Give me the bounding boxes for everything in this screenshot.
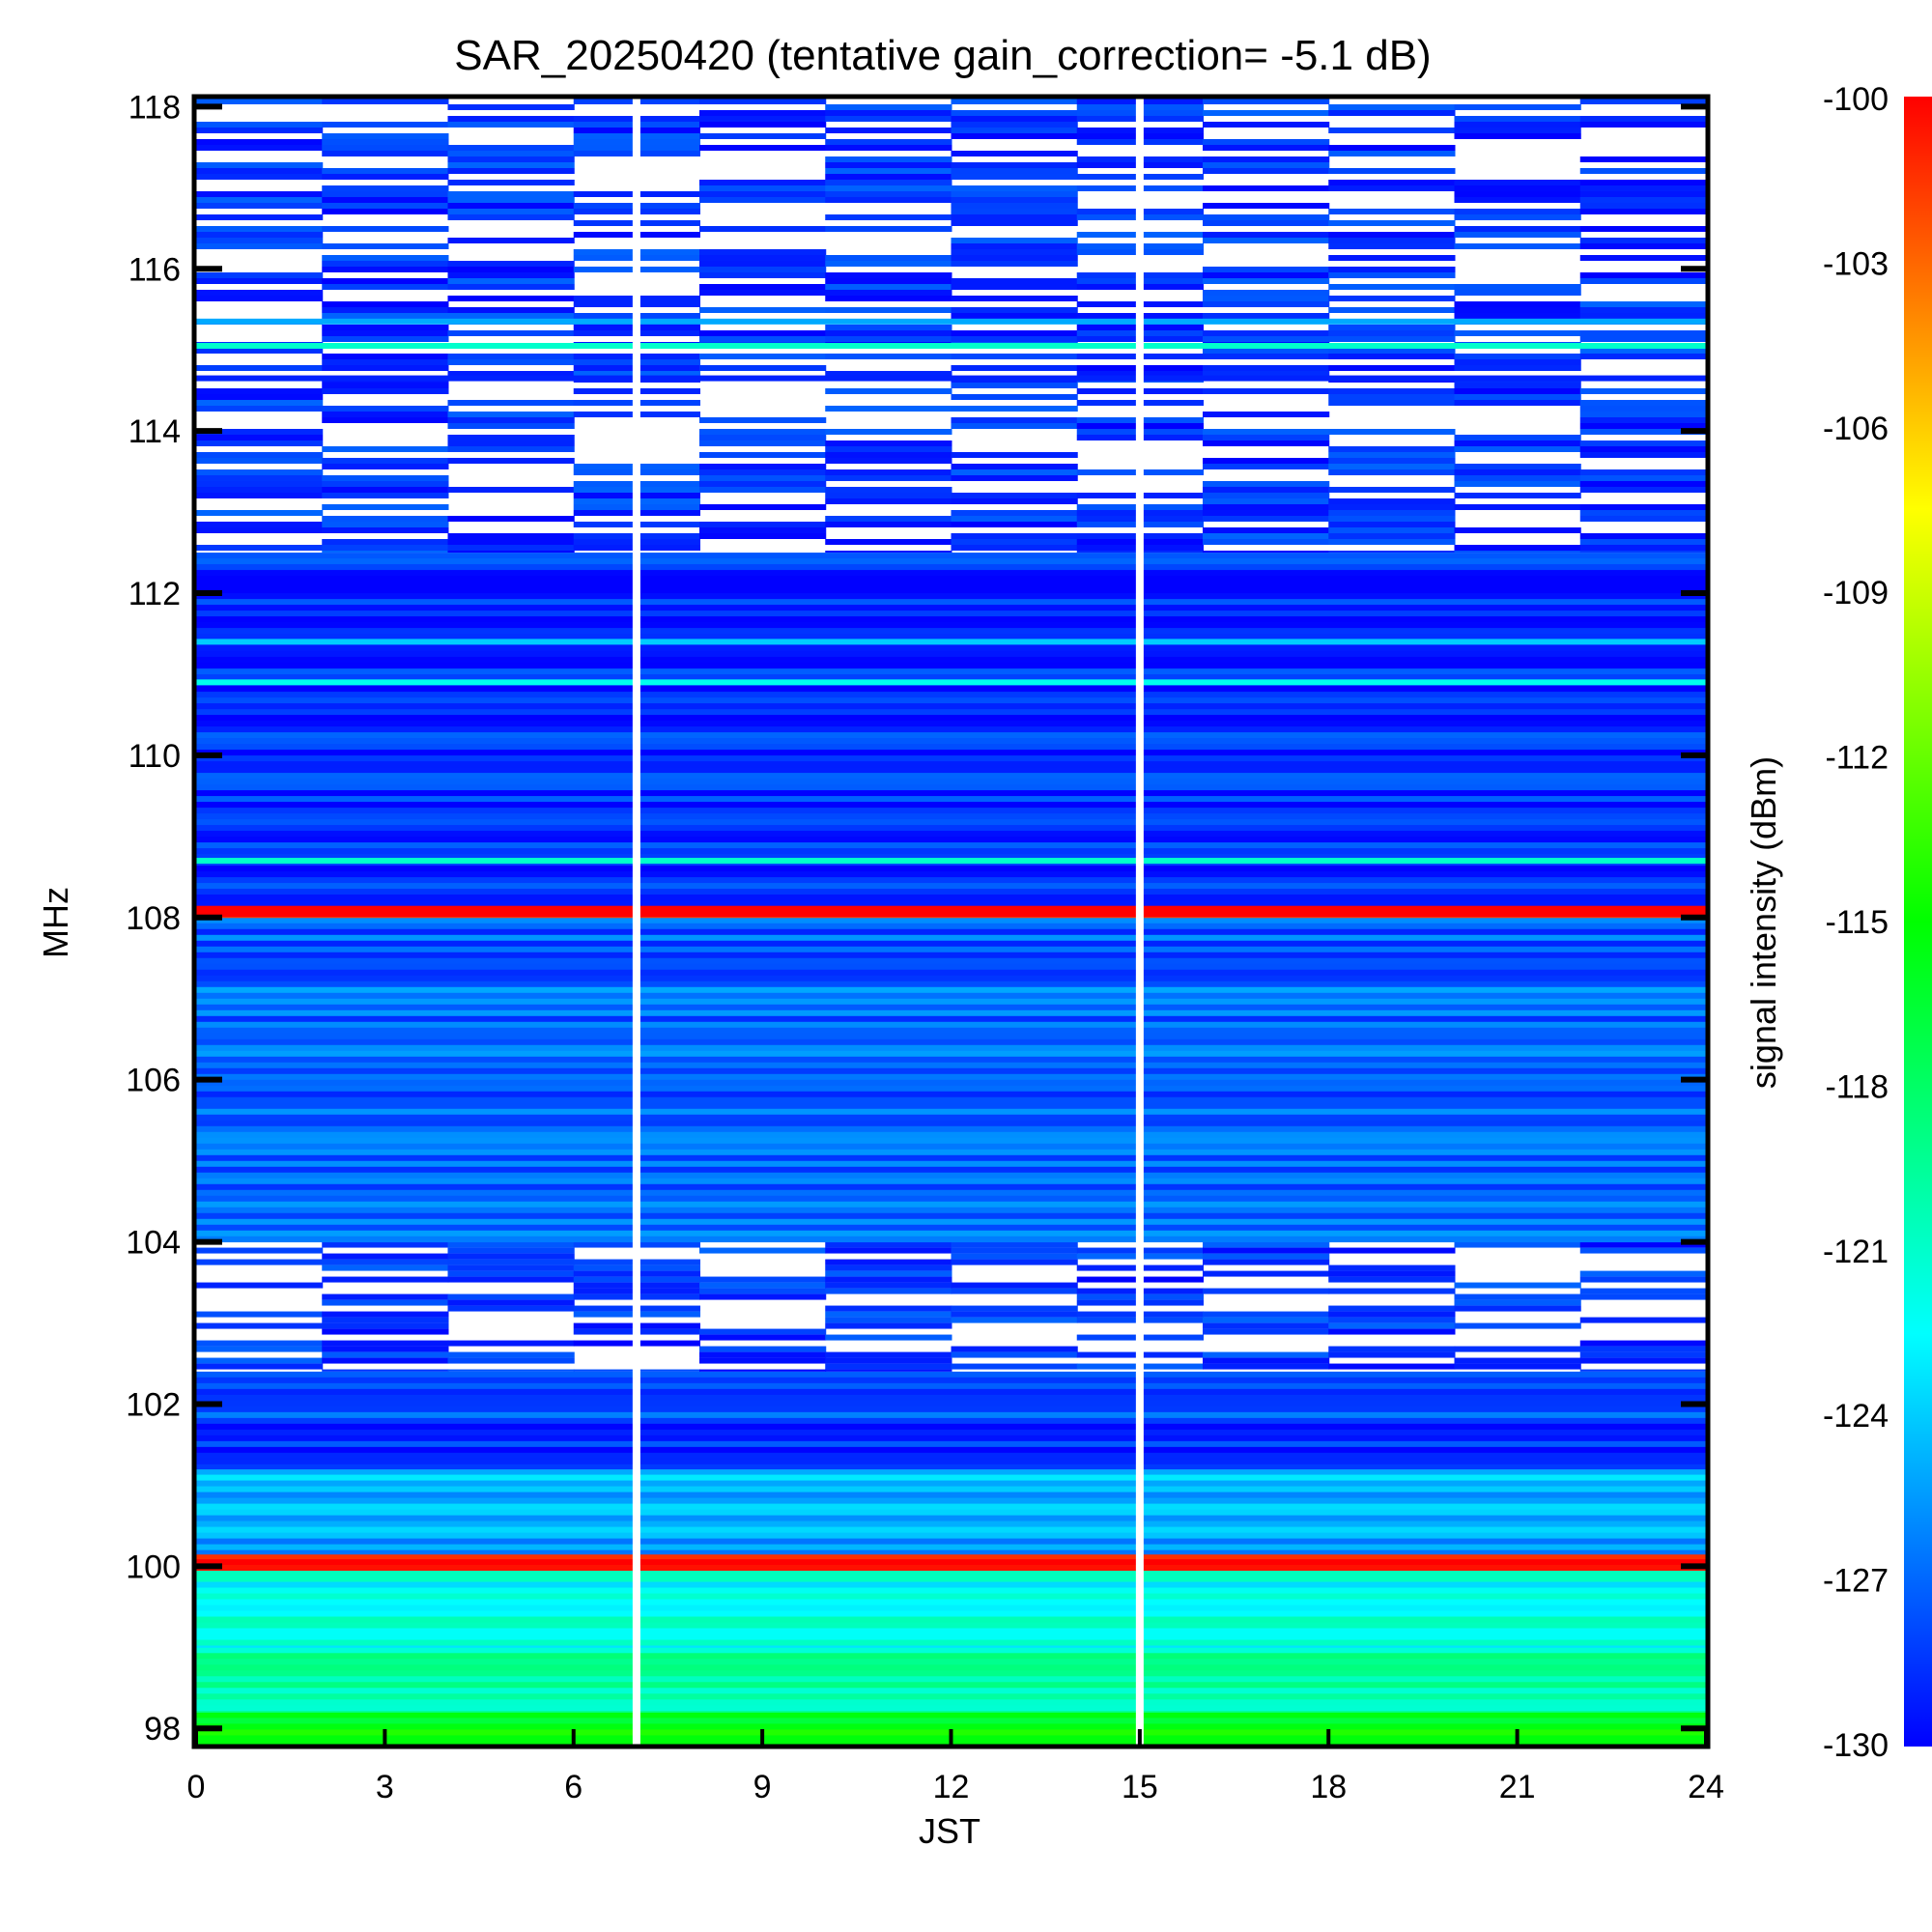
colorbar-tick-label: -109 <box>1823 575 1889 611</box>
x-tick-label: 6 <box>564 1769 582 1805</box>
x-tick-label: 21 <box>1499 1769 1536 1805</box>
colorbar: -100 -103 -106 -109 -112 -115 -118 -121 -124 -127… <box>1744 81 1932 1764</box>
y-tick-label: 104 <box>126 1225 181 1262</box>
colorbar-tick-label: -130 <box>1823 1727 1889 1764</box>
x-axis-label: JST <box>919 1811 980 1851</box>
y-tick-label: 106 <box>126 1063 181 1099</box>
x-tick-label: 15 <box>1122 1769 1158 1805</box>
plot-area: 0 3 6 9 12 15 18 21 24 98 100 102 104 106 108 110 112 11… <box>126 89 1724 1805</box>
colorbar-tick-label: -127 <box>1823 1563 1889 1600</box>
y-tick-label: 100 <box>126 1548 181 1585</box>
x-tick-label: 24 <box>1688 1769 1724 1805</box>
y-tick-label: 114 <box>128 413 181 450</box>
chart-title: SAR_20250420 (tentative gain_correction=… <box>454 32 1431 79</box>
colorbar-tick-label: -118 <box>1825 1068 1889 1105</box>
y-tick-label: 116 <box>128 251 181 288</box>
colorbar-tick-label: -106 <box>1823 411 1889 447</box>
x-tick-label: 3 <box>376 1769 394 1805</box>
x-tick-label: 9 <box>753 1769 772 1805</box>
colorbar-tick-label: -100 <box>1823 81 1889 118</box>
colorbar-tick-label: -112 <box>1825 740 1889 777</box>
y-tick-label: 112 <box>128 576 181 612</box>
colorbar-tick-label: -124 <box>1823 1398 1889 1435</box>
heatmap-cells <box>196 99 1706 1745</box>
y-tick-label: 108 <box>126 900 181 937</box>
data-gaps <box>632 99 1144 1745</box>
plot-frame <box>191 94 1711 1749</box>
colorbar-gradient <box>1904 97 1932 1747</box>
y-tick-label: 110 <box>128 738 181 775</box>
y-axis-label: MHz <box>36 887 75 958</box>
colorbar-label: signal intensity (dBm) <box>1744 756 1783 1089</box>
colorbar-tick-label: -115 <box>1825 904 1889 941</box>
y-tick-label: 118 <box>128 89 181 126</box>
x-tick-label: 0 <box>187 1769 206 1805</box>
y-tick-label: 98 <box>144 1711 181 1747</box>
x-axis-ticks: 0 3 6 9 12 15 18 21 24 <box>187 1729 1724 1805</box>
y-axis-ticks: 98 100 102 104 106 108 110 112 114 116 118 <box>126 89 1708 1747</box>
colorbar-ticks: -100 -103 -106 -109 -112 -115 -118 -121 -124 -127… <box>1823 81 1889 1764</box>
colorbar-tick-label: -121 <box>1823 1234 1889 1270</box>
y-tick-label: 102 <box>126 1386 181 1423</box>
colorbar-tick-label: -103 <box>1823 245 1889 282</box>
x-tick-label: 12 <box>933 1769 970 1805</box>
x-tick-label: 18 <box>1310 1769 1347 1805</box>
